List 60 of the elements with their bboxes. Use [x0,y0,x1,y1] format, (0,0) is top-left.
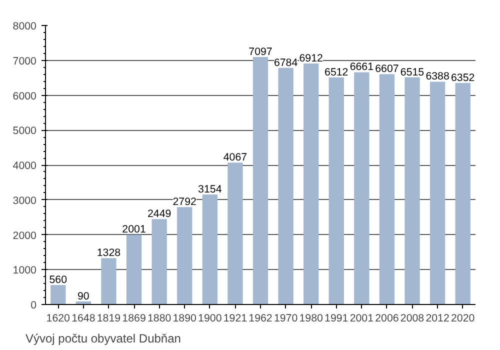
y-tick-label: 6000 [12,90,37,102]
y-tick-label: 7000 [12,55,37,68]
data-label: 6607 [375,63,399,76]
data-label: 2792 [172,196,197,208]
bar [202,194,218,304]
x-tick-label: 1980 [299,312,324,324]
y-tick-label: 1000 [12,264,37,277]
x-tick-label: 1962 [248,312,272,324]
data-label: 6784 [274,56,298,69]
data-label: 560 [49,274,68,286]
x-tick-label: 1869 [122,312,146,324]
x-tick-label: 1900 [198,312,222,324]
data-label: 6515 [400,66,424,78]
bar [278,68,294,304]
bar [354,72,370,304]
y-tick-label: 2000 [12,230,37,242]
data-label: 90 [78,290,90,302]
data-label: 6912 [299,52,324,64]
bar [252,56,268,304]
x-tick-label: 1880 [147,312,172,324]
y-tick-label: 4000 [12,160,37,172]
bar [50,284,66,304]
data-label: 4067 [223,152,248,164]
x-tick-label: 1890 [172,312,197,324]
x-tick-label: 1991 [324,312,348,324]
data-label: 6352 [451,72,475,84]
x-tick-label: 2001 [350,312,374,324]
y-tick-label: 8000 [12,20,37,32]
bar [126,234,142,304]
data-label: 6512 [324,66,348,78]
y-tick-label: 0 [30,300,37,312]
x-tick-label: 2020 [451,312,475,324]
x-tick-label: 2012 [426,312,450,324]
data-label: 1328 [96,247,121,260]
data-label: 6388 [426,70,450,83]
data-label: 2001 [122,224,146,236]
data-label: 6661 [350,61,374,74]
x-tick-label: 1620 [46,312,70,324]
bar [304,63,319,304]
bar [328,77,344,304]
data-label: 3154 [198,184,222,196]
text: Vývoj počtu obyvatel Dubňan [26,332,181,346]
data-label: 2449 [147,208,172,220]
x-tick-label: 1819 [96,312,121,324]
bar [177,207,192,304]
x-tick-label: 1921 [223,312,248,324]
bar [228,162,243,304]
x-tick-label: 1970 [274,312,298,324]
data-label: 7097 [248,46,272,58]
x-tick-label: 2008 [400,312,424,324]
bar [101,258,116,304]
y-tick-label: 5000 [12,125,37,138]
y-tick-label: 3000 [12,194,37,207]
x-tick-label: 2006 [375,312,399,324]
bar [152,219,167,304]
bar [455,82,470,304]
bar [430,82,446,304]
x-tick-label: 1648 [72,312,96,324]
bar [379,74,395,304]
bar [404,77,420,304]
